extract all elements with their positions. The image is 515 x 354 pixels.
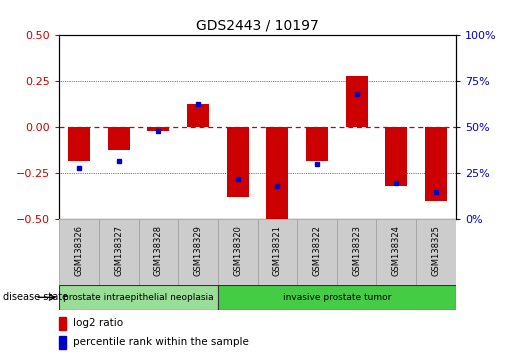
Bar bbox=[99, 219, 139, 285]
Text: GSM138323: GSM138323 bbox=[352, 225, 361, 276]
Text: GSM138321: GSM138321 bbox=[273, 225, 282, 276]
Text: GSM138324: GSM138324 bbox=[392, 225, 401, 276]
Bar bbox=[59, 317, 66, 330]
Bar bbox=[108, 127, 130, 149]
Bar bbox=[425, 127, 447, 201]
Bar bbox=[218, 285, 456, 310]
Bar bbox=[337, 219, 376, 285]
Bar bbox=[297, 219, 337, 285]
Text: log2 ratio: log2 ratio bbox=[73, 318, 123, 328]
Text: GSM138322: GSM138322 bbox=[313, 225, 321, 276]
Bar bbox=[178, 219, 218, 285]
Text: GSM138328: GSM138328 bbox=[154, 225, 163, 276]
Bar bbox=[385, 127, 407, 186]
Bar bbox=[266, 127, 288, 219]
Bar bbox=[147, 127, 169, 131]
Bar bbox=[227, 127, 249, 198]
Bar bbox=[68, 127, 90, 161]
Bar bbox=[187, 103, 209, 127]
Bar bbox=[218, 219, 258, 285]
Bar bbox=[346, 76, 368, 127]
Text: GSM138327: GSM138327 bbox=[114, 225, 123, 276]
Bar bbox=[258, 219, 297, 285]
Bar bbox=[139, 219, 178, 285]
Text: invasive prostate tumor: invasive prostate tumor bbox=[283, 293, 391, 302]
Bar bbox=[306, 127, 328, 161]
Text: GSM138329: GSM138329 bbox=[194, 225, 202, 276]
Text: GSM138325: GSM138325 bbox=[432, 225, 440, 276]
Bar bbox=[416, 219, 456, 285]
Text: GSM138320: GSM138320 bbox=[233, 225, 242, 276]
Bar bbox=[59, 336, 66, 349]
Title: GDS2443 / 10197: GDS2443 / 10197 bbox=[196, 19, 319, 33]
Bar bbox=[376, 219, 416, 285]
Bar bbox=[59, 285, 218, 310]
Text: GSM138326: GSM138326 bbox=[75, 225, 83, 276]
Text: prostate intraepithelial neoplasia: prostate intraepithelial neoplasia bbox=[63, 293, 214, 302]
Text: disease state: disease state bbox=[3, 292, 67, 302]
Bar bbox=[59, 219, 99, 285]
Text: percentile rank within the sample: percentile rank within the sample bbox=[73, 337, 249, 347]
